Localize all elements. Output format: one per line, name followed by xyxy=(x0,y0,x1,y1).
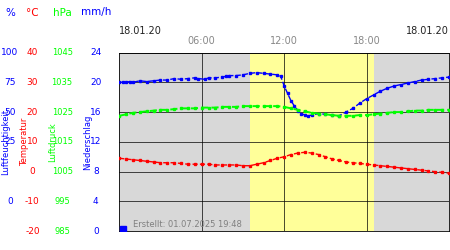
Text: Niederschlag: Niederschlag xyxy=(83,114,92,170)
Text: -10: -10 xyxy=(25,197,40,206)
Text: 06:00: 06:00 xyxy=(188,36,216,46)
Text: 995: 995 xyxy=(54,197,70,206)
Bar xyxy=(250,52,374,231)
Text: 75: 75 xyxy=(4,78,16,87)
Text: 20: 20 xyxy=(90,78,102,87)
Text: 25: 25 xyxy=(4,137,16,146)
Text: Erstellt: 01.07.2025 19:48: Erstellt: 01.07.2025 19:48 xyxy=(133,220,242,229)
Text: 16: 16 xyxy=(90,108,102,116)
Text: 24: 24 xyxy=(90,48,101,57)
Text: 985: 985 xyxy=(54,227,70,236)
Text: 12: 12 xyxy=(90,137,102,146)
Text: 20: 20 xyxy=(27,108,38,116)
Text: 0: 0 xyxy=(93,227,99,236)
Text: 1015: 1015 xyxy=(52,137,72,146)
Text: 8: 8 xyxy=(93,167,99,176)
Text: 12:00: 12:00 xyxy=(270,36,298,46)
Text: 1005: 1005 xyxy=(52,167,72,176)
Text: 50: 50 xyxy=(4,108,16,116)
Text: Luftdruck: Luftdruck xyxy=(49,122,58,162)
Text: 30: 30 xyxy=(27,78,38,87)
Text: 1045: 1045 xyxy=(52,48,72,57)
Text: %: % xyxy=(5,8,15,18)
Text: 18.01.20: 18.01.20 xyxy=(406,26,449,36)
Text: 4: 4 xyxy=(93,197,99,206)
Text: 1035: 1035 xyxy=(52,78,72,87)
Text: 1025: 1025 xyxy=(52,108,72,116)
Text: mm/h: mm/h xyxy=(81,8,111,18)
Text: 0: 0 xyxy=(30,167,35,176)
Text: -20: -20 xyxy=(25,227,40,236)
Text: hPa: hPa xyxy=(53,8,72,18)
Text: Temperatur: Temperatur xyxy=(20,118,29,166)
Text: 0: 0 xyxy=(7,197,13,206)
Text: 18:00: 18:00 xyxy=(353,36,381,46)
Text: Luftfeuchtigkeit: Luftfeuchtigkeit xyxy=(1,109,10,175)
Text: 100: 100 xyxy=(1,48,18,57)
Text: 18.01.20: 18.01.20 xyxy=(119,26,162,36)
Text: 40: 40 xyxy=(27,48,38,57)
Text: °C: °C xyxy=(26,8,39,18)
Text: 10: 10 xyxy=(27,137,38,146)
